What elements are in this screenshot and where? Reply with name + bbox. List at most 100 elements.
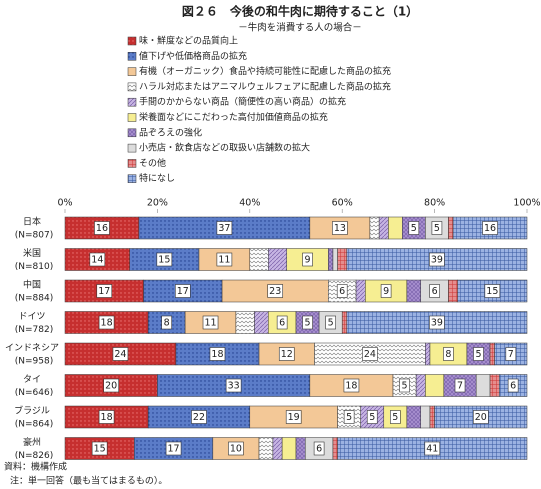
value-label: 16 [484, 223, 496, 234]
value-label-box [472, 410, 489, 424]
value-label: 37 [218, 223, 230, 234]
value-label-box [161, 315, 172, 330]
legend-swatch [127, 174, 137, 183]
value-label: 16 [96, 223, 108, 234]
legend-label: 値下げや低価格商品の拡充 [139, 50, 247, 62]
value-label: 11 [204, 318, 216, 329]
category-note: (N=782) [15, 325, 53, 335]
value-label-box [443, 347, 454, 361]
value-label-box [276, 315, 288, 330]
bar-segment [281, 437, 297, 460]
value-label-box [343, 378, 360, 393]
category-label: 中国 [23, 279, 41, 291]
value-label: 6 [432, 286, 438, 297]
value-label-box [285, 410, 302, 424]
legend-label: ハラル対応またはアニマルウェルフェアに配慮した商品の拡充 [139, 80, 391, 92]
value-label: 18 [101, 318, 113, 329]
legend-swatch [127, 97, 137, 107]
footnote: 注：単一回答（最も当てはまるもの）。 [10, 475, 167, 487]
value-label: 5 [402, 381, 408, 392]
legend-swatch [127, 113, 137, 122]
value-label: 22 [193, 412, 205, 423]
value-label-box [202, 315, 219, 330]
category-note: (N=826) [15, 451, 53, 461]
value-label: 7 [508, 349, 514, 360]
value-label-box [325, 315, 336, 330]
value-label-box [278, 347, 295, 361]
legend-label: 有機（オーガニック）食品や持続可能性に配慮した商品の拡充 [139, 65, 391, 77]
value-label-box [343, 410, 355, 424]
category-label: タイ [23, 374, 41, 385]
value-label-box [225, 378, 242, 393]
category-note: (N=864) [15, 420, 53, 430]
value-label-box [216, 252, 233, 267]
bar-segment [489, 374, 500, 397]
bar-segment [448, 279, 458, 303]
x-tick-label: 20% [147, 198, 168, 209]
bar-segment [475, 374, 491, 397]
x-tick-label: 80% [424, 198, 445, 209]
bar-segment [254, 311, 269, 334]
bar-segment [406, 279, 421, 303]
value-label: 23 [269, 286, 281, 297]
value-label: 5 [392, 412, 398, 423]
value-label-box [399, 378, 410, 393]
value-label: 8 [445, 349, 451, 360]
bar-segment [249, 248, 269, 271]
value-label: 5 [305, 318, 311, 329]
value-label: 15 [486, 286, 498, 297]
bar-segment [332, 248, 338, 271]
value-label: 6 [279, 318, 285, 329]
value-label-box [505, 347, 517, 361]
legend-swatch [127, 82, 137, 92]
bar-segment [420, 405, 431, 429]
value-label: 13 [334, 223, 346, 234]
category-label: 豪州 [23, 436, 41, 448]
category-note: (N=810) [15, 262, 53, 272]
bar-segment [489, 342, 495, 366]
value-label: 33 [228, 381, 240, 392]
legend-label: その他 [139, 157, 166, 169]
value-label-box [454, 378, 466, 393]
value-label: 24 [114, 349, 126, 360]
bar-segment [406, 405, 421, 429]
value-label-box [216, 221, 233, 235]
category-label: ブラジル [14, 405, 50, 417]
value-label: 5 [346, 412, 352, 423]
x-tick-label: 100% [513, 198, 540, 209]
legend-swatch [127, 67, 137, 76]
value-label-box [390, 410, 401, 424]
value-label: 18 [101, 412, 113, 423]
value-label: 39 [431, 255, 443, 266]
value-label: 9 [383, 286, 389, 297]
legend-label: 小売店・飲食店などの取扱い店舗数の拡大 [139, 142, 310, 154]
value-label: 5 [434, 223, 440, 234]
value-label-box [408, 221, 420, 235]
value-label: 20 [105, 381, 117, 392]
bar-segment [268, 248, 288, 271]
value-label: 18 [211, 349, 223, 360]
bar-segment [388, 216, 403, 240]
value-label-box [429, 315, 445, 330]
bar-segment [337, 248, 348, 271]
bar-segment [295, 437, 306, 460]
value-label-box [156, 252, 173, 267]
value-label: 5 [475, 349, 481, 360]
value-label-box [96, 284, 113, 298]
value-label-box [366, 410, 378, 424]
x-tick-label: 40% [239, 198, 260, 209]
value-label: 11 [218, 255, 230, 266]
value-label-box [313, 441, 325, 456]
value-label: 24 [364, 349, 376, 360]
value-label: 8 [164, 318, 170, 329]
chart-subtitle: －牛肉を消費する人の場合－ [238, 22, 362, 34]
value-label-box [267, 284, 284, 298]
chart-title: 図２６ 今後の和牛肉に期待すること（1） [182, 4, 418, 19]
value-label: 17 [98, 286, 110, 297]
bar-segment [332, 437, 338, 460]
value-label-box [89, 252, 106, 267]
value-label-box [484, 284, 501, 298]
legend-swatch [127, 143, 137, 153]
category-label: 日本 [23, 216, 41, 228]
value-label: 9 [305, 255, 311, 266]
